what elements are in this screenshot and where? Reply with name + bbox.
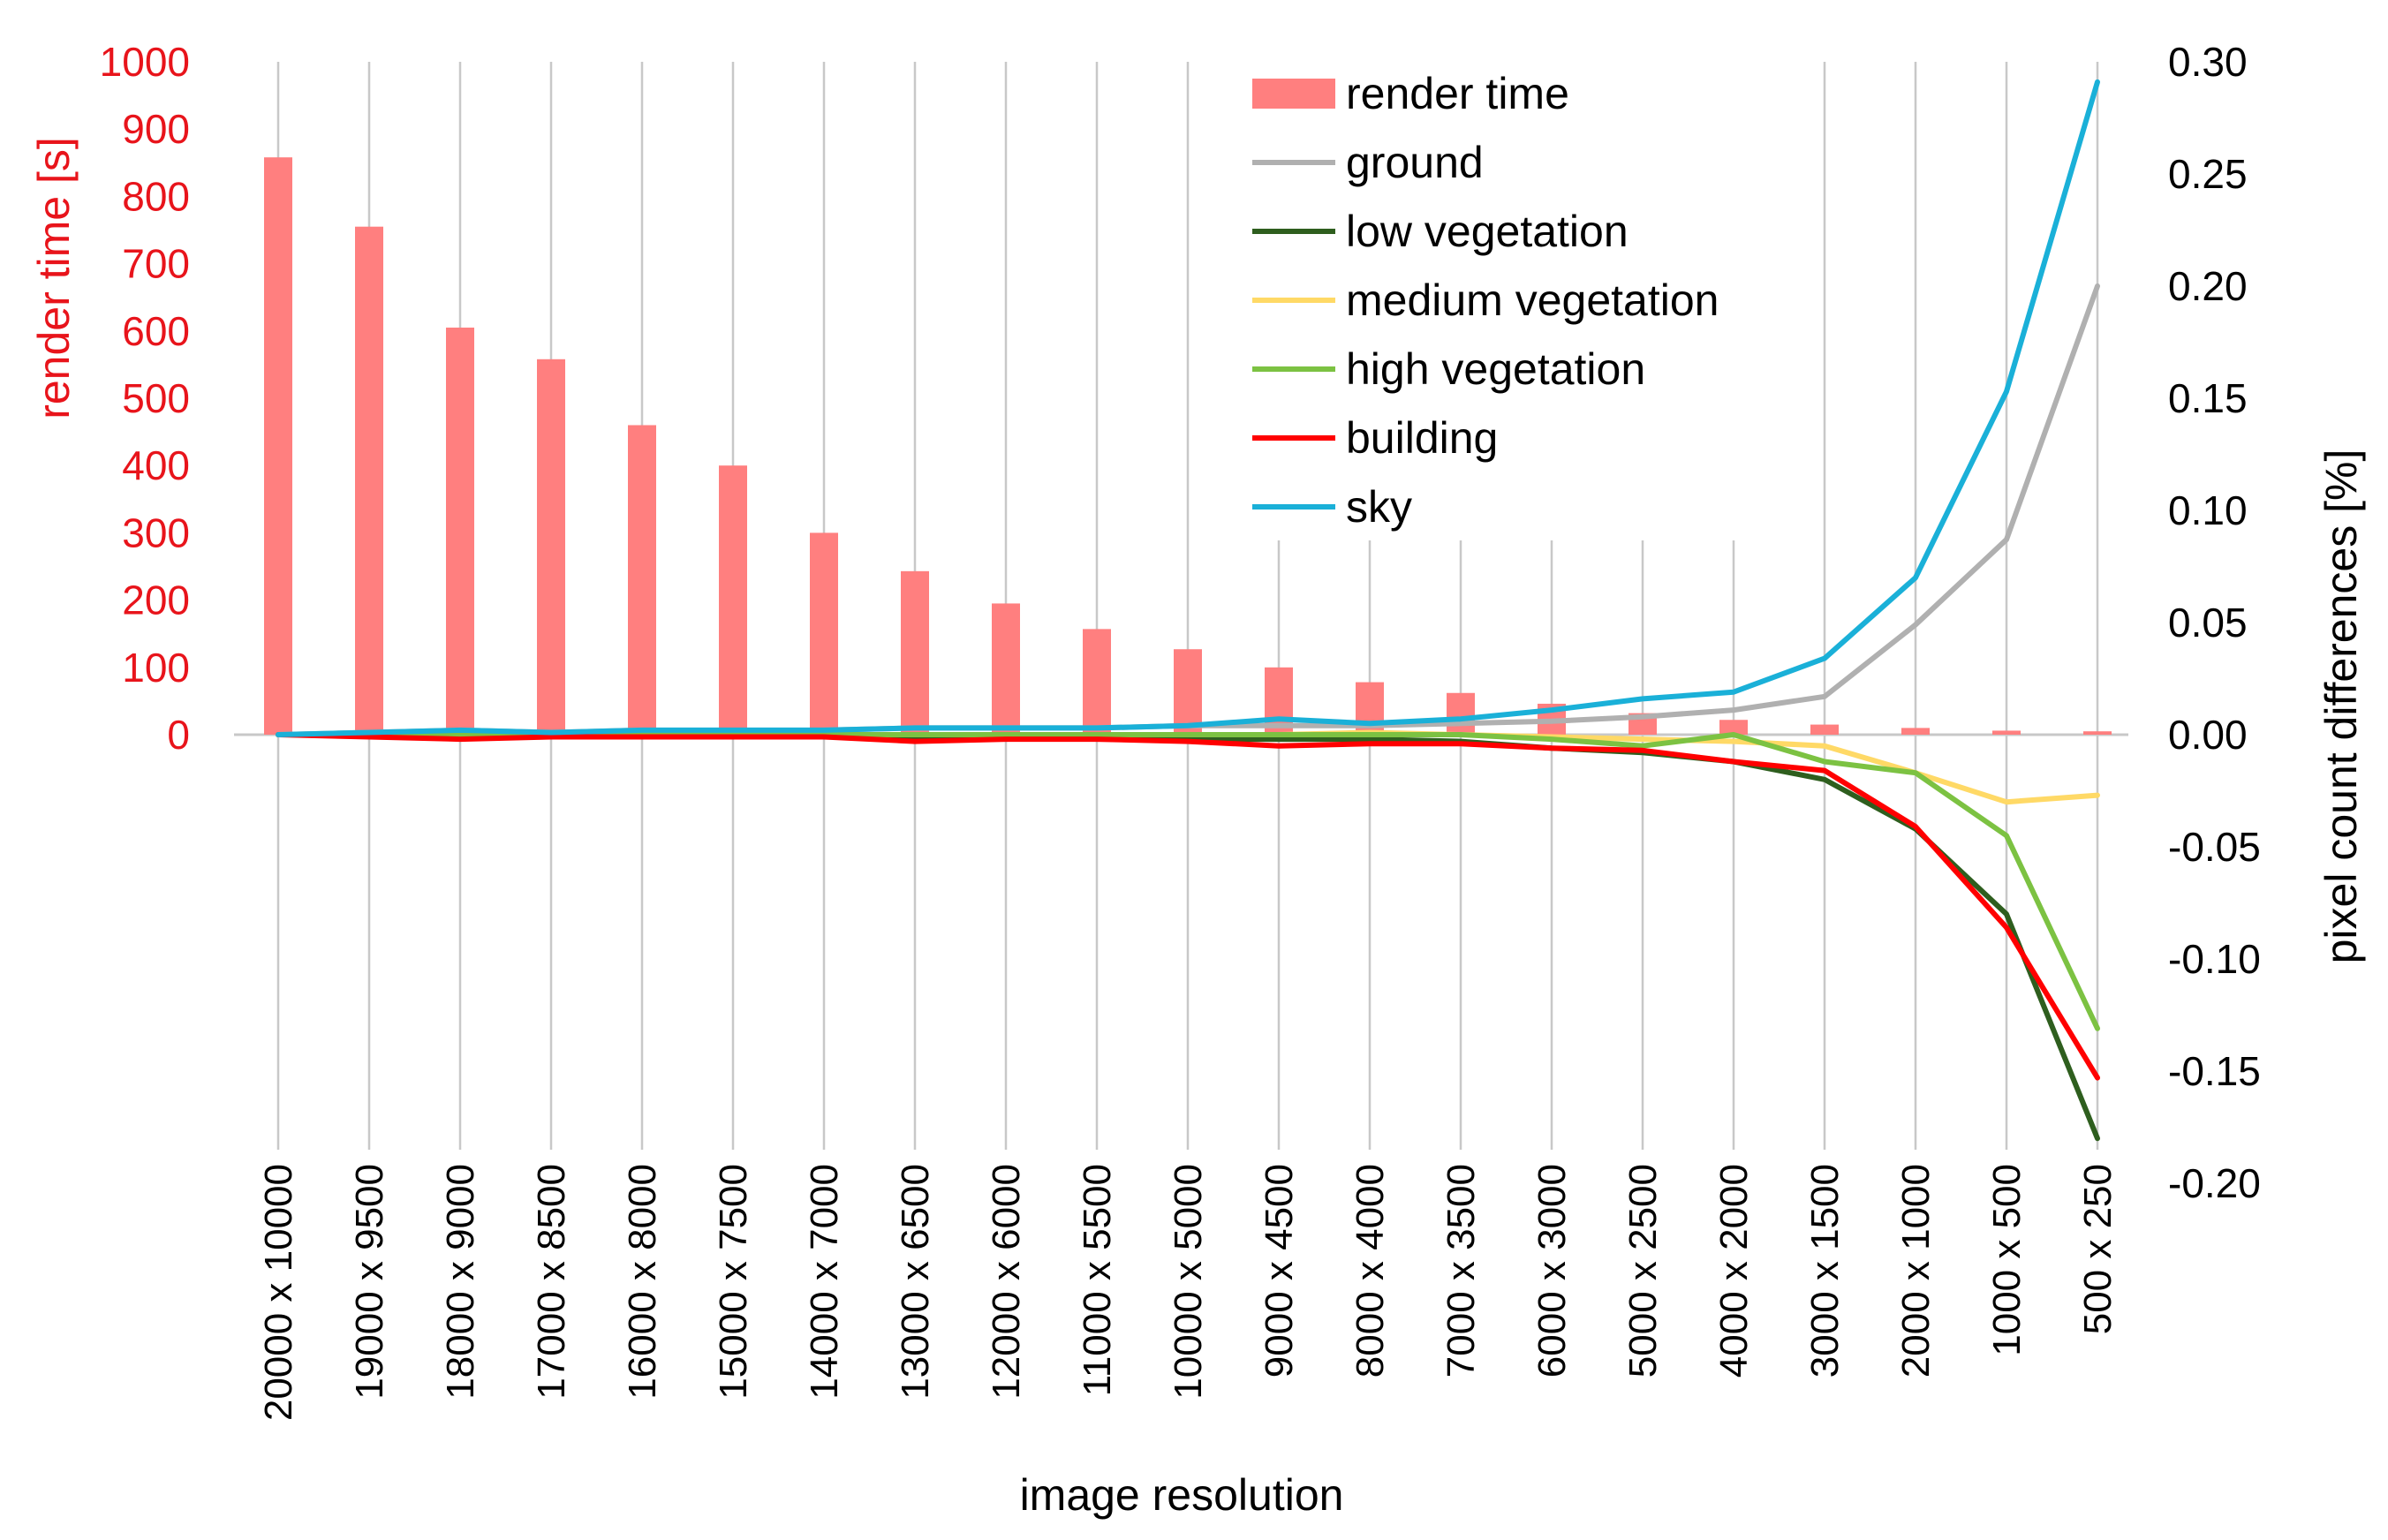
left-tick-label: 500 <box>122 375 190 421</box>
legend-label: medium vegetation <box>1346 276 1719 325</box>
render-time-bar <box>1810 724 1839 735</box>
series-line-building <box>276 732 2100 1081</box>
right-tick-label: 0.15 <box>2168 375 2248 421</box>
right-tick-label: -0.10 <box>2168 936 2261 982</box>
right-tick-label: 0.25 <box>2168 151 2248 197</box>
render-time-bar <box>1992 730 2021 735</box>
render-time-bar <box>719 465 747 735</box>
x-tick-label: 10000 x 5000 <box>1167 1164 1210 1400</box>
right-tick-label: 0.00 <box>2168 712 2248 758</box>
legend-label: high vegetation <box>1346 344 1645 394</box>
x-tick-label: 20000 x 10000 <box>257 1164 300 1421</box>
left-tick-label: 700 <box>122 241 190 287</box>
left-tick-label: 200 <box>122 578 190 623</box>
x-tick-label: 9000 x 4500 <box>1258 1164 1301 1378</box>
left-tick-label: 300 <box>122 510 190 555</box>
render-time-bar <box>355 226 383 735</box>
left-tick-label: 0 <box>167 712 190 758</box>
left-tick-label: 600 <box>122 308 190 354</box>
x-tick-label: 16000 x 8000 <box>621 1164 664 1400</box>
x-tick-label: 500 x 250 <box>2076 1164 2120 1334</box>
legend-label: ground <box>1346 138 1484 187</box>
render-time-bar <box>1447 692 1475 735</box>
x-tick-label: 19000 x 9500 <box>348 1164 391 1400</box>
right-tick-label: 0.10 <box>2168 487 2248 533</box>
right-tick-label: 0.20 <box>2168 263 2248 309</box>
left-tick-label: 900 <box>122 106 190 152</box>
x-tick-label: 18000 x 9000 <box>439 1164 482 1400</box>
render-time-bar <box>2083 731 2112 735</box>
left-tick-label: 1000 <box>100 39 190 85</box>
legend-label: render time <box>1346 69 1569 118</box>
render-time-bar <box>1901 728 1930 735</box>
x-tick-label: 14000 x 7000 <box>803 1164 846 1400</box>
right-tick-label: -0.20 <box>2168 1160 2261 1206</box>
legend-label: building <box>1346 413 1498 463</box>
right-tick-label: 0.30 <box>2168 39 2248 85</box>
x-tick-label: 7000 x 3500 <box>1440 1164 1483 1378</box>
x-tick-label: 17000 x 8500 <box>530 1164 573 1400</box>
render-time-bar <box>810 532 838 735</box>
x-tick-label: 5000 x 2500 <box>1621 1164 1665 1378</box>
left-tick-label: 400 <box>122 442 190 488</box>
right-tick-label: -0.05 <box>2168 824 2261 870</box>
x-tick-label: 1000 x 500 <box>1985 1164 2029 1356</box>
render-time-bar <box>264 157 292 736</box>
left-axis-ticks: 0 100 200 300 400 500 600 700 800 900 1000 <box>100 39 190 758</box>
left-axis-title: render time [s] <box>29 137 79 419</box>
left-tick-label: 800 <box>122 173 190 219</box>
right-tick-label: 0.05 <box>2168 600 2248 645</box>
x-tick-label: 13000 x 6500 <box>894 1164 937 1400</box>
x-tick-label: 8000 x 4000 <box>1349 1164 1392 1378</box>
render-time-bar <box>992 603 1020 735</box>
series-lines <box>276 79 2100 1142</box>
legend-label: low vegetation <box>1346 207 1629 256</box>
render-time-bar <box>1174 649 1202 735</box>
x-tick-label: 12000 x 6000 <box>985 1164 1028 1400</box>
x-axis-title: image resolution <box>1020 1470 1344 1520</box>
render-time-bars <box>264 157 2112 736</box>
legend-swatch <box>1252 79 1335 109</box>
render-time-bar <box>446 327 474 735</box>
x-tick-label: 4000 x 2000 <box>1712 1164 1756 1378</box>
x-axis-ticks: 20000 x 10000 19000 x 9500 18000 x 9000 170… <box>257 1164 2120 1421</box>
legend: render time ground low vegetation medium ve… <box>1252 69 1719 532</box>
legend-label: sky <box>1346 482 1412 532</box>
render-time-bar <box>628 425 656 735</box>
x-tick-label: 2000 x 1000 <box>1894 1164 1938 1378</box>
x-tick-label: 6000 x 3000 <box>1530 1164 1574 1378</box>
render-time-bar <box>1083 629 1111 735</box>
series-line-sky <box>276 79 2100 737</box>
render-time-bar <box>1719 720 1748 735</box>
right-tick-label: -0.15 <box>2168 1048 2261 1094</box>
x-tick-label: 3000 x 1500 <box>1803 1164 1847 1378</box>
x-tick-label: 11000 x 5500 <box>1076 1164 1119 1396</box>
left-tick-label: 100 <box>122 645 190 691</box>
right-axis-ticks: -0.20 -0.15 -0.10 -0.05 0.00 0.05 0.10 0.15 0.20… <box>2168 39 2261 1206</box>
x-tick-label: 15000 x 7500 <box>712 1164 755 1400</box>
render-time-bar <box>537 359 565 735</box>
render-time-bar <box>901 570 929 735</box>
right-axis-title: pixel count differences [%] <box>2316 449 2366 964</box>
